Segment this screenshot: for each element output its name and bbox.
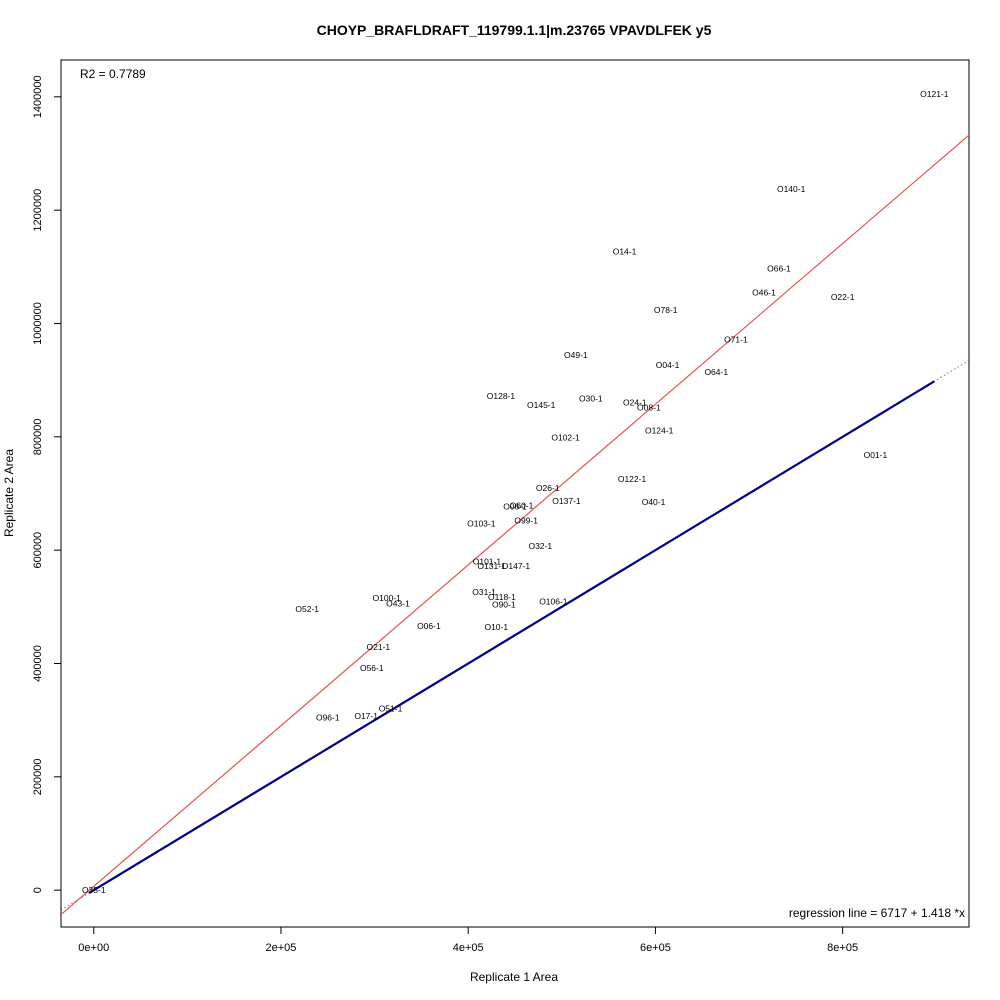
regression-annotation: regression line = 6717 + 1.418 *x — [789, 906, 965, 920]
point-label: O145-1 — [527, 400, 556, 410]
x-axis-title: Replicate 1 Area — [470, 970, 558, 984]
point-label: O52-1 — [295, 604, 319, 614]
x-tick-label: 0e+00 — [78, 942, 109, 954]
point-label: O56-1 — [360, 663, 384, 673]
identity-line — [88, 380, 935, 894]
point-label: O49-1 — [564, 350, 588, 360]
point-label: O10-1 — [484, 622, 508, 632]
point-label: O121-1 — [920, 89, 949, 99]
r2-annotation: R2 = 0.7789 — [80, 67, 146, 81]
chart-title: CHOYP_BRAFLDRAFT_119799.1.1|m.23765 VPAV… — [317, 22, 712, 38]
point-label: O124-1 — [645, 426, 674, 436]
point-label: O40-1 — [642, 497, 666, 507]
y-axis-title: Replicate 2 Area — [2, 449, 16, 537]
point-label: O128-1 — [487, 391, 516, 401]
point-label: O99-1 — [514, 516, 538, 526]
point-label: O102-1 — [551, 432, 580, 442]
point-label: O140-1 — [777, 184, 806, 194]
point-label: O71-1 — [724, 334, 748, 344]
point-label: O64-1 — [704, 367, 728, 377]
y-tick-label: 1400000 — [32, 75, 44, 118]
point-label: O96-1 — [316, 712, 340, 722]
point-label: O14-1 — [613, 247, 637, 257]
point-label: O31-1 — [472, 587, 496, 597]
point-label: O32-1 — [528, 541, 552, 551]
point-label: O78-1 — [654, 305, 678, 315]
y-tick-label: 0 — [32, 887, 44, 893]
point-label: O90-1 — [492, 600, 516, 610]
point-label: O100-1 — [373, 593, 402, 603]
point-label: O137-1 — [552, 496, 581, 506]
point-label: O131-1 — [477, 561, 506, 571]
y-tick-label: 800000 — [32, 418, 44, 455]
point-label: O01-1 — [864, 450, 888, 460]
point-label: O22-1 — [831, 292, 855, 302]
y-tick-label: 1200000 — [32, 189, 44, 232]
point-label: O08-1 — [637, 402, 661, 412]
point-label: O24-1 — [623, 397, 647, 407]
x-tick-label: 2e+05 — [266, 942, 297, 954]
point-label: O122-1 — [618, 474, 647, 484]
point-label: O26-1 — [536, 483, 560, 493]
point-label: O60-1 — [510, 500, 534, 510]
point-label: O04-1 — [656, 360, 680, 370]
point-label: O06-1 — [417, 621, 441, 631]
point-label: O101-1 — [473, 557, 502, 567]
y-tick-label: 200000 — [32, 758, 44, 795]
point-label: O30-1 — [579, 393, 603, 403]
point-label: O106-1 — [539, 597, 568, 607]
point-label: O21-1 — [367, 642, 391, 652]
regression-line — [61, 134, 969, 915]
point-label: O103-1 — [467, 519, 496, 529]
point-label: O118-1 — [488, 592, 516, 602]
x-tick-label: 8e+05 — [827, 942, 858, 954]
point-label: O43-1 — [386, 598, 410, 608]
point-labels-layer: O121-1 O140-1 O14-1 O66-1 O46-1 O22-1 O78-1 O71… — [82, 89, 949, 895]
plot-area — [61, 134, 969, 915]
x-tick-label: 4e+05 — [453, 942, 484, 954]
point-label: O06-1 — [503, 502, 527, 512]
lines-layer — [61, 134, 969, 915]
point-label: O51-1 — [379, 703, 403, 713]
point-label: O17-1 — [354, 711, 378, 721]
y-axis: 0 200000 400000 600000 800000 1000000 1200000 1… — [32, 75, 62, 893]
y-tick-label: 1000000 — [32, 302, 44, 345]
y-tick-label: 400000 — [32, 645, 44, 682]
point-label: O147-1 — [502, 561, 531, 571]
point-label: O66-1 — [767, 264, 791, 274]
point-label: O46-1 — [752, 287, 776, 297]
point-label: O35-1 — [82, 885, 106, 895]
y-tick-label: 600000 — [32, 532, 44, 569]
x-axis: 0e+00 2e+05 4e+05 6e+05 8e+05 — [78, 926, 858, 954]
x-tick-label: 6e+05 — [640, 942, 671, 954]
